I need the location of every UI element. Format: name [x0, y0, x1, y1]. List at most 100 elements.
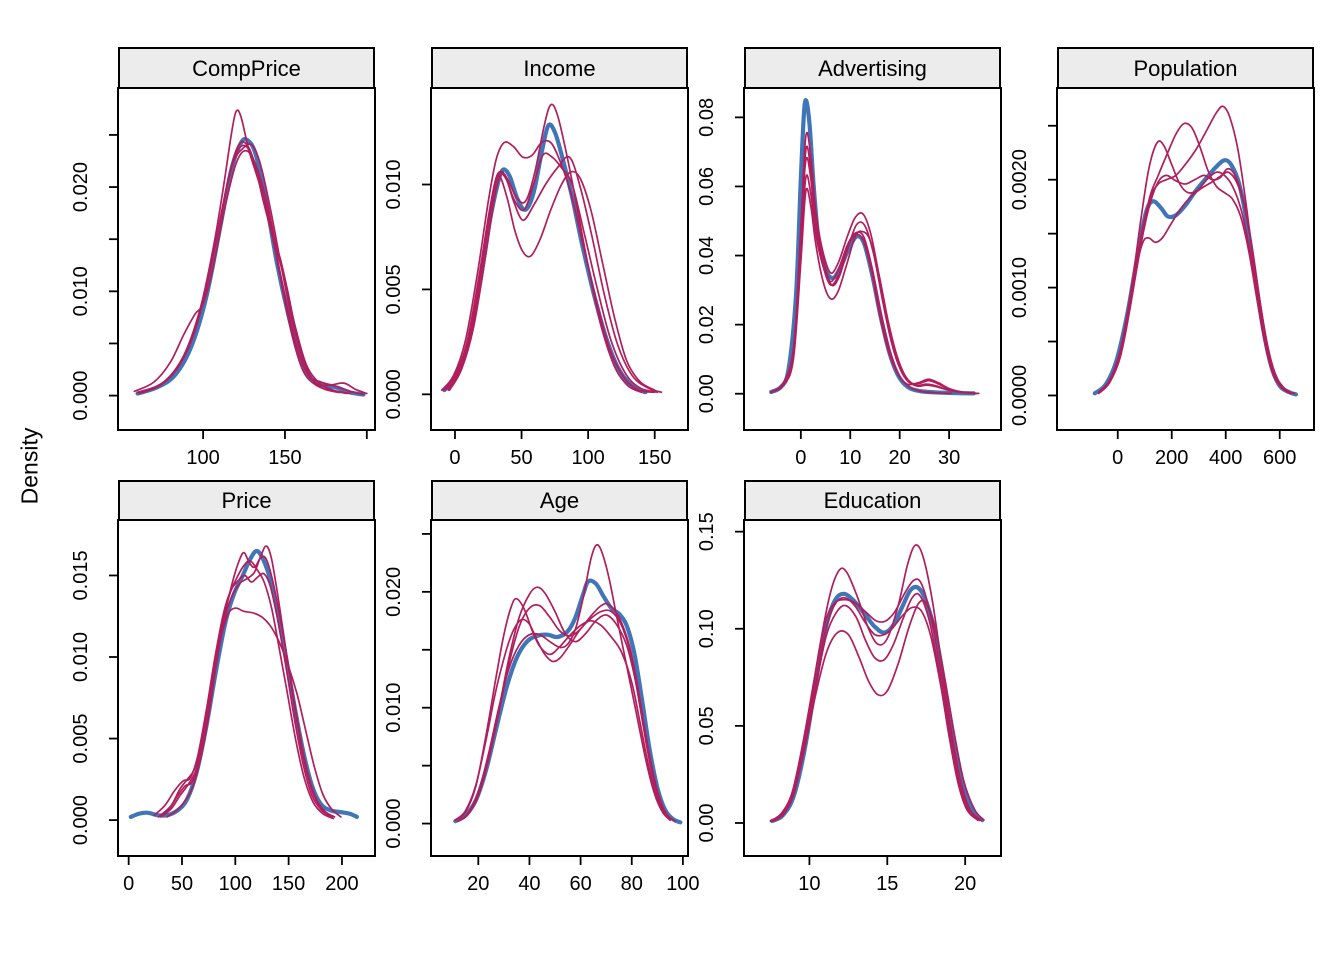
imputed-density-curve [159, 559, 335, 820]
imputed-density-curve [140, 109, 349, 395]
panel-border [743, 87, 1002, 431]
imputed-density-curve [159, 545, 334, 818]
plot-area-income: 0 50 100 150 0.000 0.005 0.010 [383, 87, 689, 469]
panel-border [117, 87, 376, 431]
strip-title-education: Education [744, 480, 1001, 520]
panel-border [430, 87, 689, 431]
y-tick-label: 0.00 [696, 374, 718, 413]
imputed-density-curve [772, 544, 982, 822]
imputed-density-curve [447, 103, 643, 394]
x-tick-label: 0 [449, 447, 460, 469]
y-tick-label: 0.0000 [1009, 365, 1031, 426]
y-tick-label: 0.005 [70, 714, 92, 764]
strip-title-price: Price [118, 480, 375, 520]
imputed-density-curve [136, 143, 368, 395]
panel-income: Income 0 50 100 150 0.000 0.005 0.010 [383, 47, 689, 469]
panel-compprice: CompPrice 100 150 0.000 0.010 0.020 [70, 47, 376, 469]
strip-title-income: Income [431, 47, 688, 88]
y-tick-label: 0.02 [696, 305, 718, 344]
imputed-density-curve [1097, 167, 1293, 395]
y-tick-label: 0.000 [383, 369, 405, 419]
y-tick-label: 0.015 [70, 550, 92, 600]
panel-border [743, 519, 1002, 857]
x-tick-label: 100 [666, 873, 699, 895]
y-tick-label: 0.010 [70, 632, 92, 682]
imputed-density-curve [1097, 105, 1289, 394]
y-tick-label: 0.010 [70, 266, 92, 316]
y-tick-label: 0.06 [696, 167, 718, 206]
x-tick-label: 50 [510, 447, 532, 469]
panel-population: Population 0 200 400 600 0.0000 0.0010 0.0020 [1009, 47, 1315, 469]
plot-area-price: 0 50 100 150 200 0.000 0.005 0.010 0.015 [70, 519, 376, 895]
y-tick-label: 0.10 [696, 609, 718, 648]
y-tick-label: 0.005 [383, 264, 405, 314]
x-tick-label: 400 [1209, 447, 1242, 469]
plot-area-age: 20 40 60 80 100 0.000 0.010 0.020 [383, 519, 700, 895]
imputed-density-curve [770, 187, 979, 395]
plot-area-population: 0 200 400 600 0.0000 0.0010 0.0020 [1009, 87, 1315, 469]
observed-density-curve [128, 548, 359, 819]
y-tick-label: 0.04 [696, 236, 718, 275]
x-tick-label: 200 [1155, 447, 1188, 469]
imputed-density-curve [440, 139, 656, 394]
x-tick-label: 60 [569, 873, 591, 895]
y-tick-label: 0.000 [383, 799, 405, 849]
x-tick-label: 0 [1112, 447, 1123, 469]
y-tick-label: 0.0010 [1009, 257, 1031, 318]
plot-area-advertising: 0 10 20 30 0.00 0.02 0.04 0.06 0.08 [696, 87, 1002, 469]
x-tick-label: 0 [795, 447, 806, 469]
imputed-density-curve [454, 597, 671, 821]
panel-border [430, 519, 689, 857]
panel-advertising: Advertising 0 10 20 30 0.00 0.02 0.04 0.06 0.08 [696, 47, 1002, 469]
x-tick-label: 30 [938, 447, 960, 469]
strip-title-compprice: CompPrice [118, 47, 375, 88]
imputed-density-curve [1097, 171, 1296, 395]
x-tick-label: 10 [798, 873, 820, 895]
plot-area-compprice: 100 150 0.000 0.010 0.020 [70, 87, 376, 469]
strip-title-advertising: Advertising [744, 47, 1001, 88]
x-tick-label: 150 [268, 447, 301, 469]
observed-density-curve [135, 136, 366, 397]
imputed-density-curve [133, 149, 352, 395]
imputed-density-curve [1097, 122, 1292, 395]
y-tick-label: 0.08 [696, 98, 718, 137]
x-tick-label: 200 [325, 873, 358, 895]
x-tick-label: 20 [889, 447, 911, 469]
x-tick-label: 0 [123, 873, 134, 895]
imputed-density-curve [442, 152, 659, 394]
x-tick-label: 50 [171, 873, 193, 895]
imputed-density-curve [769, 599, 985, 822]
x-tick-label: 150 [638, 447, 671, 469]
panel-border [117, 519, 376, 857]
x-tick-label: 600 [1263, 447, 1296, 469]
imputed-density-curve [769, 596, 981, 822]
x-tick-label: 100 [571, 447, 604, 469]
panel-price: Price 0 50 100 150 200 0.000 0.005 0.010 0.015 [70, 480, 376, 895]
x-tick-label: 100 [219, 873, 252, 895]
imputed-density-curve [153, 572, 333, 818]
y-tick-label: 0.00 [696, 804, 718, 843]
imputed-density-curve [141, 141, 340, 394]
x-tick-label: 80 [621, 873, 643, 895]
imputed-density-curve [769, 578, 981, 822]
imputed-density-curve [457, 602, 677, 823]
x-tick-label: 10 [839, 447, 861, 469]
strip-title-age: Age [431, 480, 688, 520]
imputed-density-curve [166, 607, 342, 818]
panel-age: Age 20 40 60 80 100 0.000 0.010 0.020 [383, 480, 700, 895]
y-tick-label: 0.020 [383, 567, 405, 617]
y-tick-label: 0.05 [696, 706, 718, 745]
x-tick-label: 150 [272, 873, 305, 895]
x-tick-label: 20 [467, 873, 489, 895]
y-tick-label: 0.0020 [1009, 149, 1031, 210]
imputed-density-curve [454, 609, 671, 821]
imputed-density-curve [448, 155, 663, 394]
x-tick-label: 20 [954, 873, 976, 895]
strip-title-population: Population [1057, 47, 1314, 88]
y-axis-title: Density [16, 427, 43, 505]
x-tick-label: 40 [518, 873, 540, 895]
observed-density-curve [453, 578, 683, 825]
panel-border [1056, 87, 1315, 431]
x-tick-label: 100 [186, 447, 219, 469]
